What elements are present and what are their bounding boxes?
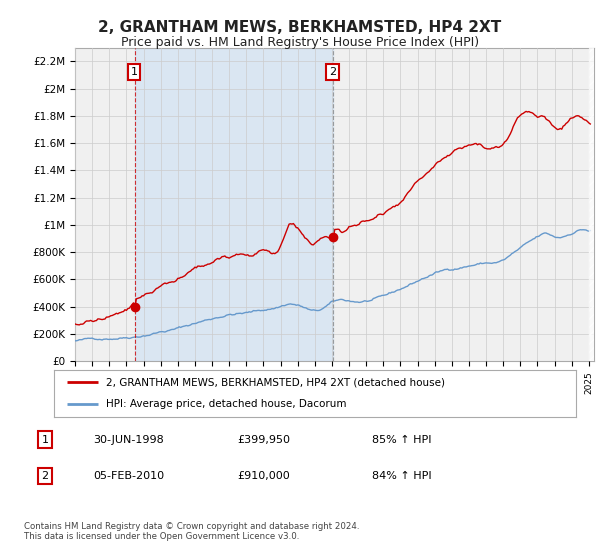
Text: 2: 2 [41, 471, 49, 481]
Text: £399,950: £399,950 [237, 435, 290, 445]
Text: 2, GRANTHAM MEWS, BERKHAMSTED, HP4 2XT (detached house): 2, GRANTHAM MEWS, BERKHAMSTED, HP4 2XT (… [106, 377, 445, 388]
Text: 2: 2 [329, 67, 336, 77]
Bar [135, 48, 334, 361]
Text: 05-FEB-2010: 05-FEB-2010 [93, 471, 164, 481]
Text: £910,000: £910,000 [237, 471, 290, 481]
Text: HPI: Average price, detached house, Dacorum: HPI: Average price, detached house, Daco… [106, 399, 347, 409]
Text: 84% ↑ HPI: 84% ↑ HPI [372, 471, 431, 481]
Text: 1: 1 [41, 435, 49, 445]
Bar [589, 48, 594, 361]
Text: Contains HM Land Registry data © Crown copyright and database right 2024.
This d: Contains HM Land Registry data © Crown c… [24, 522, 359, 542]
Text: 2, GRANTHAM MEWS, BERKHAMSTED, HP4 2XT: 2, GRANTHAM MEWS, BERKHAMSTED, HP4 2XT [98, 20, 502, 35]
Text: 30-JUN-1998: 30-JUN-1998 [93, 435, 164, 445]
Text: Price paid vs. HM Land Registry's House Price Index (HPI): Price paid vs. HM Land Registry's House … [121, 36, 479, 49]
Text: 1: 1 [131, 67, 137, 77]
Text: 85% ↑ HPI: 85% ↑ HPI [372, 435, 431, 445]
